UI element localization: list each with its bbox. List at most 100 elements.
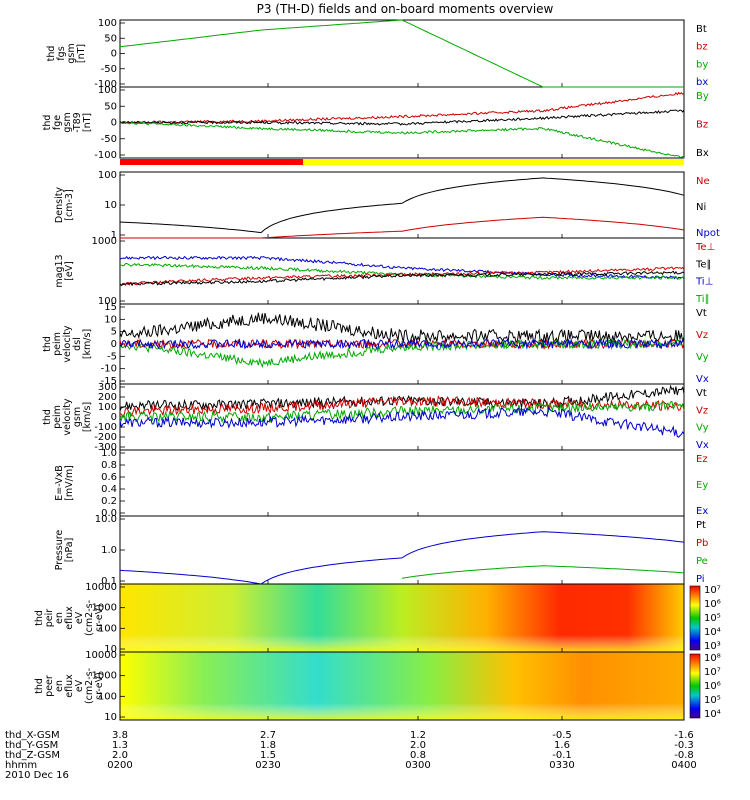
colorbar-label: 10⁴ xyxy=(704,627,721,638)
y-axis-label: [eV] xyxy=(64,261,75,281)
y-tick-label: 0.2 xyxy=(101,496,117,507)
legend-entry: by xyxy=(696,59,708,70)
y-axis-label: (cm2-s- xyxy=(84,600,95,636)
xaxis-value: -1.6 xyxy=(674,730,694,741)
colorbar-label: 10⁸ xyxy=(704,653,721,664)
panel-fge: 100 50 0 -50 -100 thd fge gsm -T89 [nT] By Bz Bx xyxy=(42,85,709,161)
legend-entry: Ex xyxy=(696,506,708,517)
mode-bar-slow xyxy=(120,159,303,165)
y-axis-label: eV xyxy=(74,679,85,692)
panel-fgs: 100 50 0 -50 -100 thd fgs gsm [nT] Bt bz by bx xyxy=(46,18,708,90)
y-axis-label: dsl xyxy=(72,337,83,351)
y-tick-label: 1.0 xyxy=(101,448,117,459)
panel-frame xyxy=(119,383,685,451)
spectrogram-shade xyxy=(120,652,684,720)
y-axis-label: eflux xyxy=(64,674,75,698)
y-tick-label: -5 xyxy=(107,351,117,362)
y-tick-label: 100 xyxy=(98,170,117,181)
y-axis-label: peim xyxy=(52,332,63,356)
y-axis-label: peim xyxy=(52,405,63,429)
series-fge-By xyxy=(119,121,685,159)
y-tick-label: -100 xyxy=(94,79,117,90)
xaxis-row-label: thd_Y-GSM xyxy=(5,740,58,751)
y-tick-label: 300 xyxy=(98,382,117,393)
legend-entry: Pt xyxy=(696,520,706,531)
y-tick-label: 1000 xyxy=(92,603,117,614)
y-axis-label: thd xyxy=(34,678,45,694)
panel-frame xyxy=(119,515,685,585)
y-tick-label: -200 xyxy=(94,432,117,443)
y-axis-label: Pressure xyxy=(54,530,65,571)
panel-efield: 1.00.80.60.40.20.0 E=-VxB [mV/m] Ez Ey Ex xyxy=(54,448,708,519)
y-tick-label: 1000 xyxy=(92,671,117,682)
figure-title: P3 (TH-D) fields and on-board moments ov… xyxy=(257,2,554,16)
legend-entry: Ti⊥ xyxy=(695,277,713,288)
xaxis-value: -0.3 xyxy=(674,740,694,751)
series-vel-Vx xyxy=(119,337,685,350)
colorbar-label: 10⁷ xyxy=(704,667,721,678)
y-tick-label: 0.8 xyxy=(101,460,117,471)
series-dens-Ne xyxy=(120,216,685,239)
y-tick-label: 100 xyxy=(98,296,117,307)
legend-entry: bx xyxy=(696,77,708,88)
y-axis-label: thd xyxy=(42,409,53,425)
y-tick-label: -50 xyxy=(101,134,117,145)
legend-entry: Ez xyxy=(696,454,708,465)
legend-entry: Vx xyxy=(696,440,709,451)
y-tick-label: 1.0 xyxy=(101,545,117,556)
y-axis-label: eflux xyxy=(64,606,75,630)
xaxis-row-label: hhmm xyxy=(5,760,37,771)
legend-entry: Vy xyxy=(696,423,709,434)
y-axis-label: gsm xyxy=(66,43,77,63)
colorbar-label: 10⁴ xyxy=(704,709,721,720)
xaxis-value: 2.0 xyxy=(112,750,128,761)
y-tick-label: 50 xyxy=(104,101,117,112)
y-axis-label: velocity xyxy=(62,325,73,363)
y-axis-label: [cm-3] xyxy=(64,189,75,220)
y-axis-label: Density xyxy=(54,187,65,223)
xaxis-value: 0200 xyxy=(107,760,132,771)
colorbar-label: 10⁵ xyxy=(704,613,721,624)
y-axis-label: gsm xyxy=(62,112,73,132)
y-tick-label: 0 xyxy=(111,49,117,60)
y-tick-label: 1000 xyxy=(92,236,117,247)
xaxis-row-label: thd_X-GSM xyxy=(5,730,60,741)
series-vel-Vt xyxy=(119,312,685,345)
colorbar xyxy=(689,585,701,651)
y-tick-label: 0 xyxy=(111,412,117,423)
y-axis-label: sr-eV) xyxy=(94,604,105,632)
y-axis-label: en xyxy=(54,680,65,692)
y-tick-label: 0.4 xyxy=(101,484,117,495)
mode-bar-fast xyxy=(303,159,684,165)
y-axis-label: fge xyxy=(52,115,63,130)
xaxis-value: 1.5 xyxy=(260,750,276,761)
y-tick-label: -300 xyxy=(94,442,117,453)
y-tick-label: 0.6 xyxy=(101,472,117,483)
legend-entry: Bt xyxy=(696,24,707,35)
legend-entry: Vt xyxy=(696,308,707,319)
y-axis-label: [nPa] xyxy=(64,538,75,563)
y-axis-label: fgs xyxy=(56,46,67,60)
panel-press: 10.0 1.0 0.1 Pressure [nPa] Pt Pb Pe Pi xyxy=(54,514,708,587)
y-tick-label: 0.1 xyxy=(101,576,117,587)
colorbar-label: 10⁶ xyxy=(704,599,721,610)
y-tick-label: 10 xyxy=(104,712,117,723)
legend-entry: Ti∥ xyxy=(695,294,710,305)
legend-entry: bz xyxy=(696,42,708,53)
legend-entry: Npot xyxy=(696,228,720,239)
y-axis-label: (cm2-s- xyxy=(84,668,95,704)
y-axis-label: peer xyxy=(44,675,55,697)
y-tick-label: 10.0 xyxy=(95,514,117,525)
y-axis-label: eV xyxy=(74,611,85,624)
colorbar-label: 10³ xyxy=(704,641,721,652)
legend-entry: Vz xyxy=(696,405,708,416)
y-tick-label: 50 xyxy=(104,33,117,44)
y-tick-label: 100 xyxy=(98,402,117,413)
y-axis-label: mag13 xyxy=(54,254,65,287)
xaxis-value: -0.5 xyxy=(552,730,572,741)
y-tick-label: -15 xyxy=(101,376,117,387)
y-tick-label: 1 xyxy=(111,230,117,241)
legend-entry: Vt xyxy=(696,388,707,399)
y-axis-label: thd xyxy=(34,610,45,626)
